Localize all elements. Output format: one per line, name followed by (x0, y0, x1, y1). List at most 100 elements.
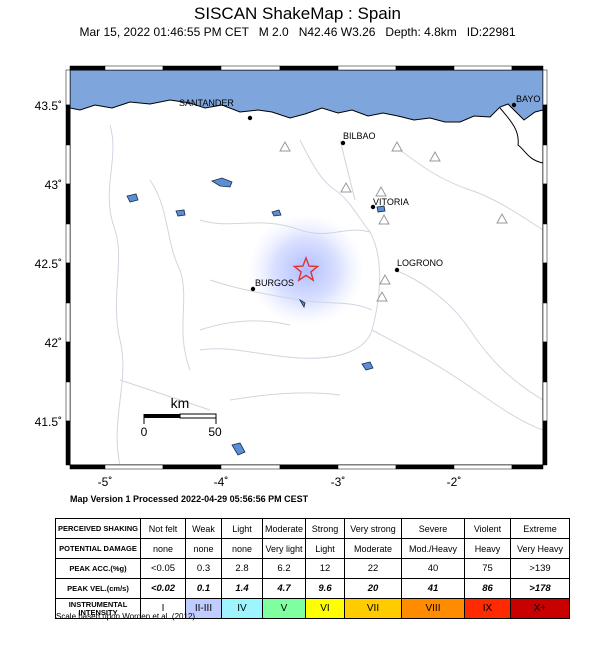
legend-cell: >139 (510, 558, 570, 579)
station-triangle (279, 140, 291, 152)
lat-label: 41.5˚ (35, 415, 62, 429)
station-triangle (340, 181, 352, 193)
legend-cell: II-III (185, 598, 222, 619)
frame-tick (511, 65, 544, 71)
legend-cell: Extreme (510, 518, 570, 539)
frame-tick (65, 183, 71, 225)
legend-cell: <0.05 (140, 558, 186, 579)
city-marker (250, 286, 256, 292)
frame-tick (279, 65, 339, 71)
frame-tick (542, 341, 548, 383)
city-marker (370, 204, 376, 210)
map-title: SISCAN ShakeMap : Spain (194, 4, 401, 23)
legend-cell: V (262, 598, 306, 619)
legend-cell: X+ (510, 598, 570, 619)
legend-cell: 86 (464, 578, 511, 599)
event-info: Mar 15, 2022 01:46:55 PM CET M 2.0 N42.4… (79, 25, 516, 39)
legend-cell: Moderate (262, 518, 306, 539)
lat-label: 42.5˚ (35, 257, 62, 271)
scale-unit: km (171, 395, 190, 411)
frame-tick (542, 262, 548, 304)
legend-cell: 20 (344, 578, 402, 599)
scale-end: 50 (208, 425, 222, 439)
legend-cell: VI (305, 598, 345, 619)
frame-tick (542, 420, 548, 466)
frame-tick (65, 144, 71, 185)
legend-cell: Mod./Heavy (401, 538, 465, 559)
frame-tick (279, 464, 339, 470)
city-vitoria: VITORIA (373, 197, 409, 207)
legend-cell: Violent (464, 518, 511, 539)
city-marker (511, 102, 517, 108)
legend-cell: 22 (344, 558, 402, 579)
legend-cell: <0.02 (140, 578, 186, 599)
scale-bar: km 0 50 (141, 395, 222, 439)
epicenter-star (292, 256, 320, 282)
lon-label: -4˚ (214, 475, 229, 489)
frame-tick (104, 65, 164, 71)
frame-tick (542, 183, 548, 225)
lon-label: -3˚ (331, 475, 346, 489)
city-marker (247, 115, 253, 121)
frame-tick (162, 464, 222, 470)
legend-cell: 40 (401, 558, 465, 579)
legend-cell: 2.8 (221, 558, 263, 579)
station-triangle (375, 185, 387, 197)
city-bilbao: BILBAO (343, 131, 376, 141)
frame-tick (395, 464, 455, 470)
legend-cell: VII (344, 598, 402, 619)
frame-tick (65, 262, 71, 304)
frame-tick (65, 302, 71, 343)
legend-cell: Very strong (344, 518, 402, 539)
legend-cell: IV (221, 598, 263, 619)
legend-row-shaking: PERCEIVED SHAKING Not felt Weak Light Modera… (55, 518, 570, 539)
frame-tick (453, 464, 513, 470)
frame-tick (453, 65, 513, 71)
frame-tick (220, 65, 281, 71)
frame-tick (162, 65, 222, 71)
legend-row-header: PEAK VEL.(cm/s) (55, 578, 141, 599)
station-triangle (496, 212, 508, 224)
legend-row-damage: POTENTIAL DAMAGE none none none Very light Li… (55, 538, 570, 559)
legend-cell: IX (464, 598, 511, 619)
legend-cell: 9.6 (305, 578, 345, 599)
intensity-legend: PERCEIVED SHAKING Not felt Weak Light Modera… (55, 518, 570, 619)
legend-cell: Heavy (464, 538, 511, 559)
frame-tick (220, 464, 281, 470)
legend-cell: Moderate (344, 538, 402, 559)
legend-row-pgv: PEAK VEL.(cm/s) <0.02 0.1 1.4 4.7 9.6 20 41 86 >1… (55, 578, 570, 599)
station-triangle (391, 140, 403, 152)
scale-credit: Scale based upon Worden et al. (2012) (56, 612, 196, 621)
legend-cell: Very Heavy (510, 538, 570, 559)
legend-cell: Light (305, 538, 345, 559)
legend-cell: Severe (401, 518, 465, 539)
lon-label: -2˚ (447, 475, 462, 489)
shaking-area (248, 214, 364, 326)
lat-label: 43˚ (45, 178, 62, 192)
lon-label: -5˚ (98, 475, 113, 489)
legend-cell: Not felt (140, 518, 186, 539)
lat-label: 42˚ (45, 336, 62, 350)
station-triangle (429, 150, 441, 162)
legend-cell: Very light (262, 538, 306, 559)
legend-cell: VIII (401, 598, 465, 619)
frame-tick (65, 223, 71, 264)
legend-cell: Light (221, 518, 263, 539)
frame-tick (65, 341, 71, 383)
legend-cell: none (140, 538, 186, 559)
frame-tick (511, 464, 544, 470)
legend-row-intensity: INSTRUMENTAL INTENSITY I II-III IV V VI VII VII… (55, 598, 570, 619)
legend-cell: 75 (464, 558, 511, 579)
legend-row-header: PEAK ACC.(%g) (55, 558, 141, 579)
legend-cell: I (140, 598, 186, 619)
reservoirs (126, 177, 386, 456)
legend-cell: 0.3 (185, 558, 222, 579)
station-triangle (378, 213, 390, 225)
city-marker (340, 140, 346, 146)
frame-tick (337, 464, 397, 470)
seismic-stations (279, 140, 508, 302)
frame-tick (542, 144, 548, 185)
legend-cell: 4.7 (262, 578, 306, 599)
legend-cell: Weak (185, 518, 222, 539)
frame-tick (542, 104, 548, 146)
